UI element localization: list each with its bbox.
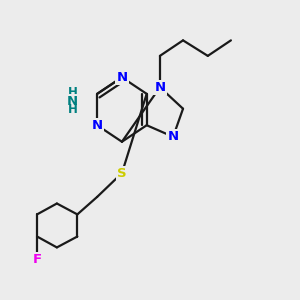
Text: H: H (68, 103, 77, 116)
Text: N: N (154, 81, 166, 94)
Text: N: N (67, 94, 78, 108)
Text: F: F (32, 253, 42, 266)
Text: H: H (68, 86, 77, 99)
Text: S: S (117, 167, 127, 180)
Text: N: N (92, 119, 103, 132)
Text: N: N (116, 71, 128, 84)
Text: N: N (168, 130, 179, 143)
